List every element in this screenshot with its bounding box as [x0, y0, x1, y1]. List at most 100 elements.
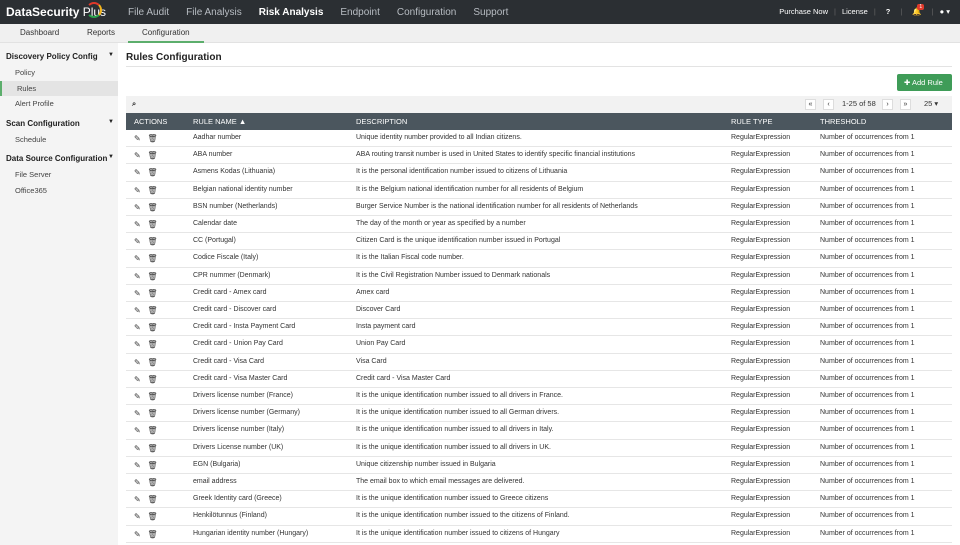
rule-name[interactable]: Credit card - Visa Master Card [193, 374, 288, 382]
edit-icon[interactable]: ✎ [134, 460, 141, 470]
rule-name[interactable]: Hungarian identity number (Hungary) [193, 529, 309, 537]
delete-icon[interactable]: 🗑 [147, 478, 158, 487]
edit-icon[interactable]: ✎ [134, 409, 141, 419]
bell-icon[interactable]: 🔔 1 [912, 4, 925, 16]
delete-icon[interactable]: 🗑 [147, 134, 158, 143]
rule-name[interactable]: Drivers license number (France) [193, 392, 293, 399]
delete-icon[interactable]: 🗑 [147, 374, 158, 384]
delete-icon[interactable]: 🗑 [147, 185, 158, 195]
edit-icon[interactable]: ✎ [134, 134, 141, 143]
rule-name[interactable]: Greek Identity card (Greece) [193, 495, 282, 503]
help-icon[interactable]: ? [885, 7, 891, 16]
rule-name[interactable]: Credit card - Amex card [193, 288, 267, 296]
edit-icon[interactable]: ✎ [134, 357, 141, 367]
delete-icon[interactable]: 🗑 [147, 512, 158, 522]
edit-icon[interactable]: ✎ [134, 392, 141, 401]
tab-dashboard[interactable]: Dashboard [20, 28, 60, 37]
rule-name[interactable]: Belgian national identity number [193, 185, 293, 193]
page-size-select[interactable]: 25 ▾ [924, 99, 939, 108]
rule-name[interactable]: Credit card - Union Pay Card [193, 340, 283, 348]
rule-name[interactable]: Calendar date [193, 220, 237, 227]
rule-name[interactable]: Drivers License number (UK) [193, 443, 284, 451]
edit-icon[interactable]: ✎ [134, 288, 141, 298]
delete-icon[interactable]: 🗑 [147, 271, 158, 281]
edit-icon[interactable]: ✎ [134, 340, 141, 350]
rule-name[interactable]: CC (Portugal) [193, 237, 236, 245]
chevron-down-icon[interactable]: ▼ [108, 118, 114, 125]
edit-icon[interactable]: ✎ [134, 374, 141, 384]
delete-icon[interactable]: 🗑 [147, 529, 158, 539]
edit-icon[interactable]: ✎ [134, 478, 141, 487]
delete-icon[interactable]: 🗑 [147, 340, 158, 350]
rule-name[interactable]: Drivers license number (Germany) [193, 409, 300, 417]
sidebar-item-schedule[interactable]: Schedule [15, 134, 47, 144]
first-page-button[interactable]: « [805, 99, 816, 110]
chevron-down-icon[interactable]: ▼ [108, 154, 114, 160]
delete-icon[interactable]: 🗑 [147, 443, 158, 453]
search-icon[interactable]: ⌕ [132, 99, 137, 108]
delete-icon[interactable]: 🗑 [147, 426, 158, 436]
license-link[interactable]: License [841, 7, 868, 16]
edit-icon[interactable]: ✎ [134, 323, 141, 333]
chevron-down-icon[interactable]: ▼ [108, 52, 114, 58]
rule-name[interactable]: Drivers license number (Italy) [193, 426, 285, 434]
rule-name[interactable]: EGN (Bulgaria) [193, 460, 241, 468]
rule-name[interactable]: Asmens Kodas (Lithuania) [193, 168, 276, 176]
tab-reports[interactable]: Reports [87, 28, 116, 37]
edit-icon[interactable]: ✎ [134, 254, 141, 264]
edit-icon[interactable]: ✎ [134, 185, 141, 195]
delete-icon[interactable]: 🗑 [147, 237, 158, 247]
rule-name[interactable]: Aadhar number [193, 134, 242, 141]
sidebar-item-file-server[interactable]: File Server [15, 170, 52, 179]
rule-name[interactable]: Henkilötunnus (Finland) [193, 512, 267, 520]
edit-icon[interactable]: ✎ [134, 495, 141, 505]
col-description[interactable]: DESCRIPTION [356, 117, 408, 126]
nav-endpoint[interactable]: Endpoint [340, 7, 380, 18]
nav-support[interactable]: Support [473, 7, 509, 18]
last-page-button[interactable]: » [900, 99, 911, 110]
tab-configuration[interactable]: Configuration [128, 28, 204, 43]
rule-name[interactable]: Codice Fiscale (Italy) [193, 254, 259, 262]
edit-icon[interactable]: ✎ [134, 168, 141, 178]
sidebar-item-rules[interactable]: Rules [0, 80, 118, 96]
delete-icon[interactable]: 🗑 [147, 460, 158, 470]
nav-configuration[interactable]: Configuration [396, 7, 457, 18]
edit-icon[interactable]: ✎ [134, 512, 141, 522]
sidebar-item-alert-profile[interactable]: Alert Profile [15, 99, 54, 108]
rule-name[interactable]: ABA number [193, 151, 233, 159]
delete-icon[interactable]: 🗑 [147, 288, 158, 298]
delete-icon[interactable]: 🗑 [147, 220, 158, 229]
rule-name[interactable]: Credit card - Insta Payment Card [193, 323, 296, 331]
rule-name[interactable]: email address [193, 478, 237, 485]
col-rule-name[interactable]: RULE NAME ▲ [193, 117, 247, 126]
rule-name[interactable]: Credit card - Discover card [193, 306, 277, 313]
edit-icon[interactable]: ✎ [134, 529, 141, 539]
edit-icon[interactable]: ✎ [134, 202, 141, 212]
edit-icon[interactable]: ✎ [134, 306, 141, 315]
delete-icon[interactable]: 🗑 [147, 495, 158, 505]
sidebar-group[interactable]: Data Source Configuration ▼ [6, 154, 114, 163]
nav-file-analysis[interactable]: File Analysis [186, 7, 242, 18]
col-threshold[interactable]: THRESHOLD [820, 117, 867, 126]
edit-icon[interactable]: ✎ [134, 426, 141, 436]
delete-icon[interactable]: 🗑 [147, 323, 158, 333]
sidebar-group[interactable]: Scan Configuration ▼ [6, 119, 114, 128]
col-rule-type[interactable]: RULE TYPE [731, 117, 773, 126]
sidebar-item-policy[interactable]: Policy [15, 68, 36, 77]
purchase-now-link[interactable]: Purchase Now [779, 7, 828, 16]
delete-icon[interactable]: 🗑 [147, 357, 158, 367]
delete-icon[interactable]: 🗑 [147, 151, 158, 161]
edit-icon[interactable]: ✎ [134, 443, 141, 453]
add-rule-button[interactable]: ✚ Add Rule [897, 74, 952, 91]
user-menu-icon[interactable]: ● ▾ [939, 7, 950, 16]
next-page-button[interactable]: › [882, 99, 893, 110]
delete-icon[interactable]: 🗑 [147, 392, 158, 401]
edit-icon[interactable]: ✎ [134, 237, 141, 247]
prev-page-button[interactable]: ‹ [823, 99, 834, 110]
edit-icon[interactable]: ✎ [134, 151, 141, 161]
sidebar-group[interactable]: Discovery Policy Config ▼ [6, 52, 114, 61]
delete-icon[interactable]: 🗑 [147, 202, 158, 212]
nav-risk-analysis[interactable]: Risk Analysis [258, 7, 324, 18]
rule-name[interactable]: Credit card - Visa Card [193, 357, 265, 365]
delete-icon[interactable]: 🗑 [147, 254, 158, 264]
